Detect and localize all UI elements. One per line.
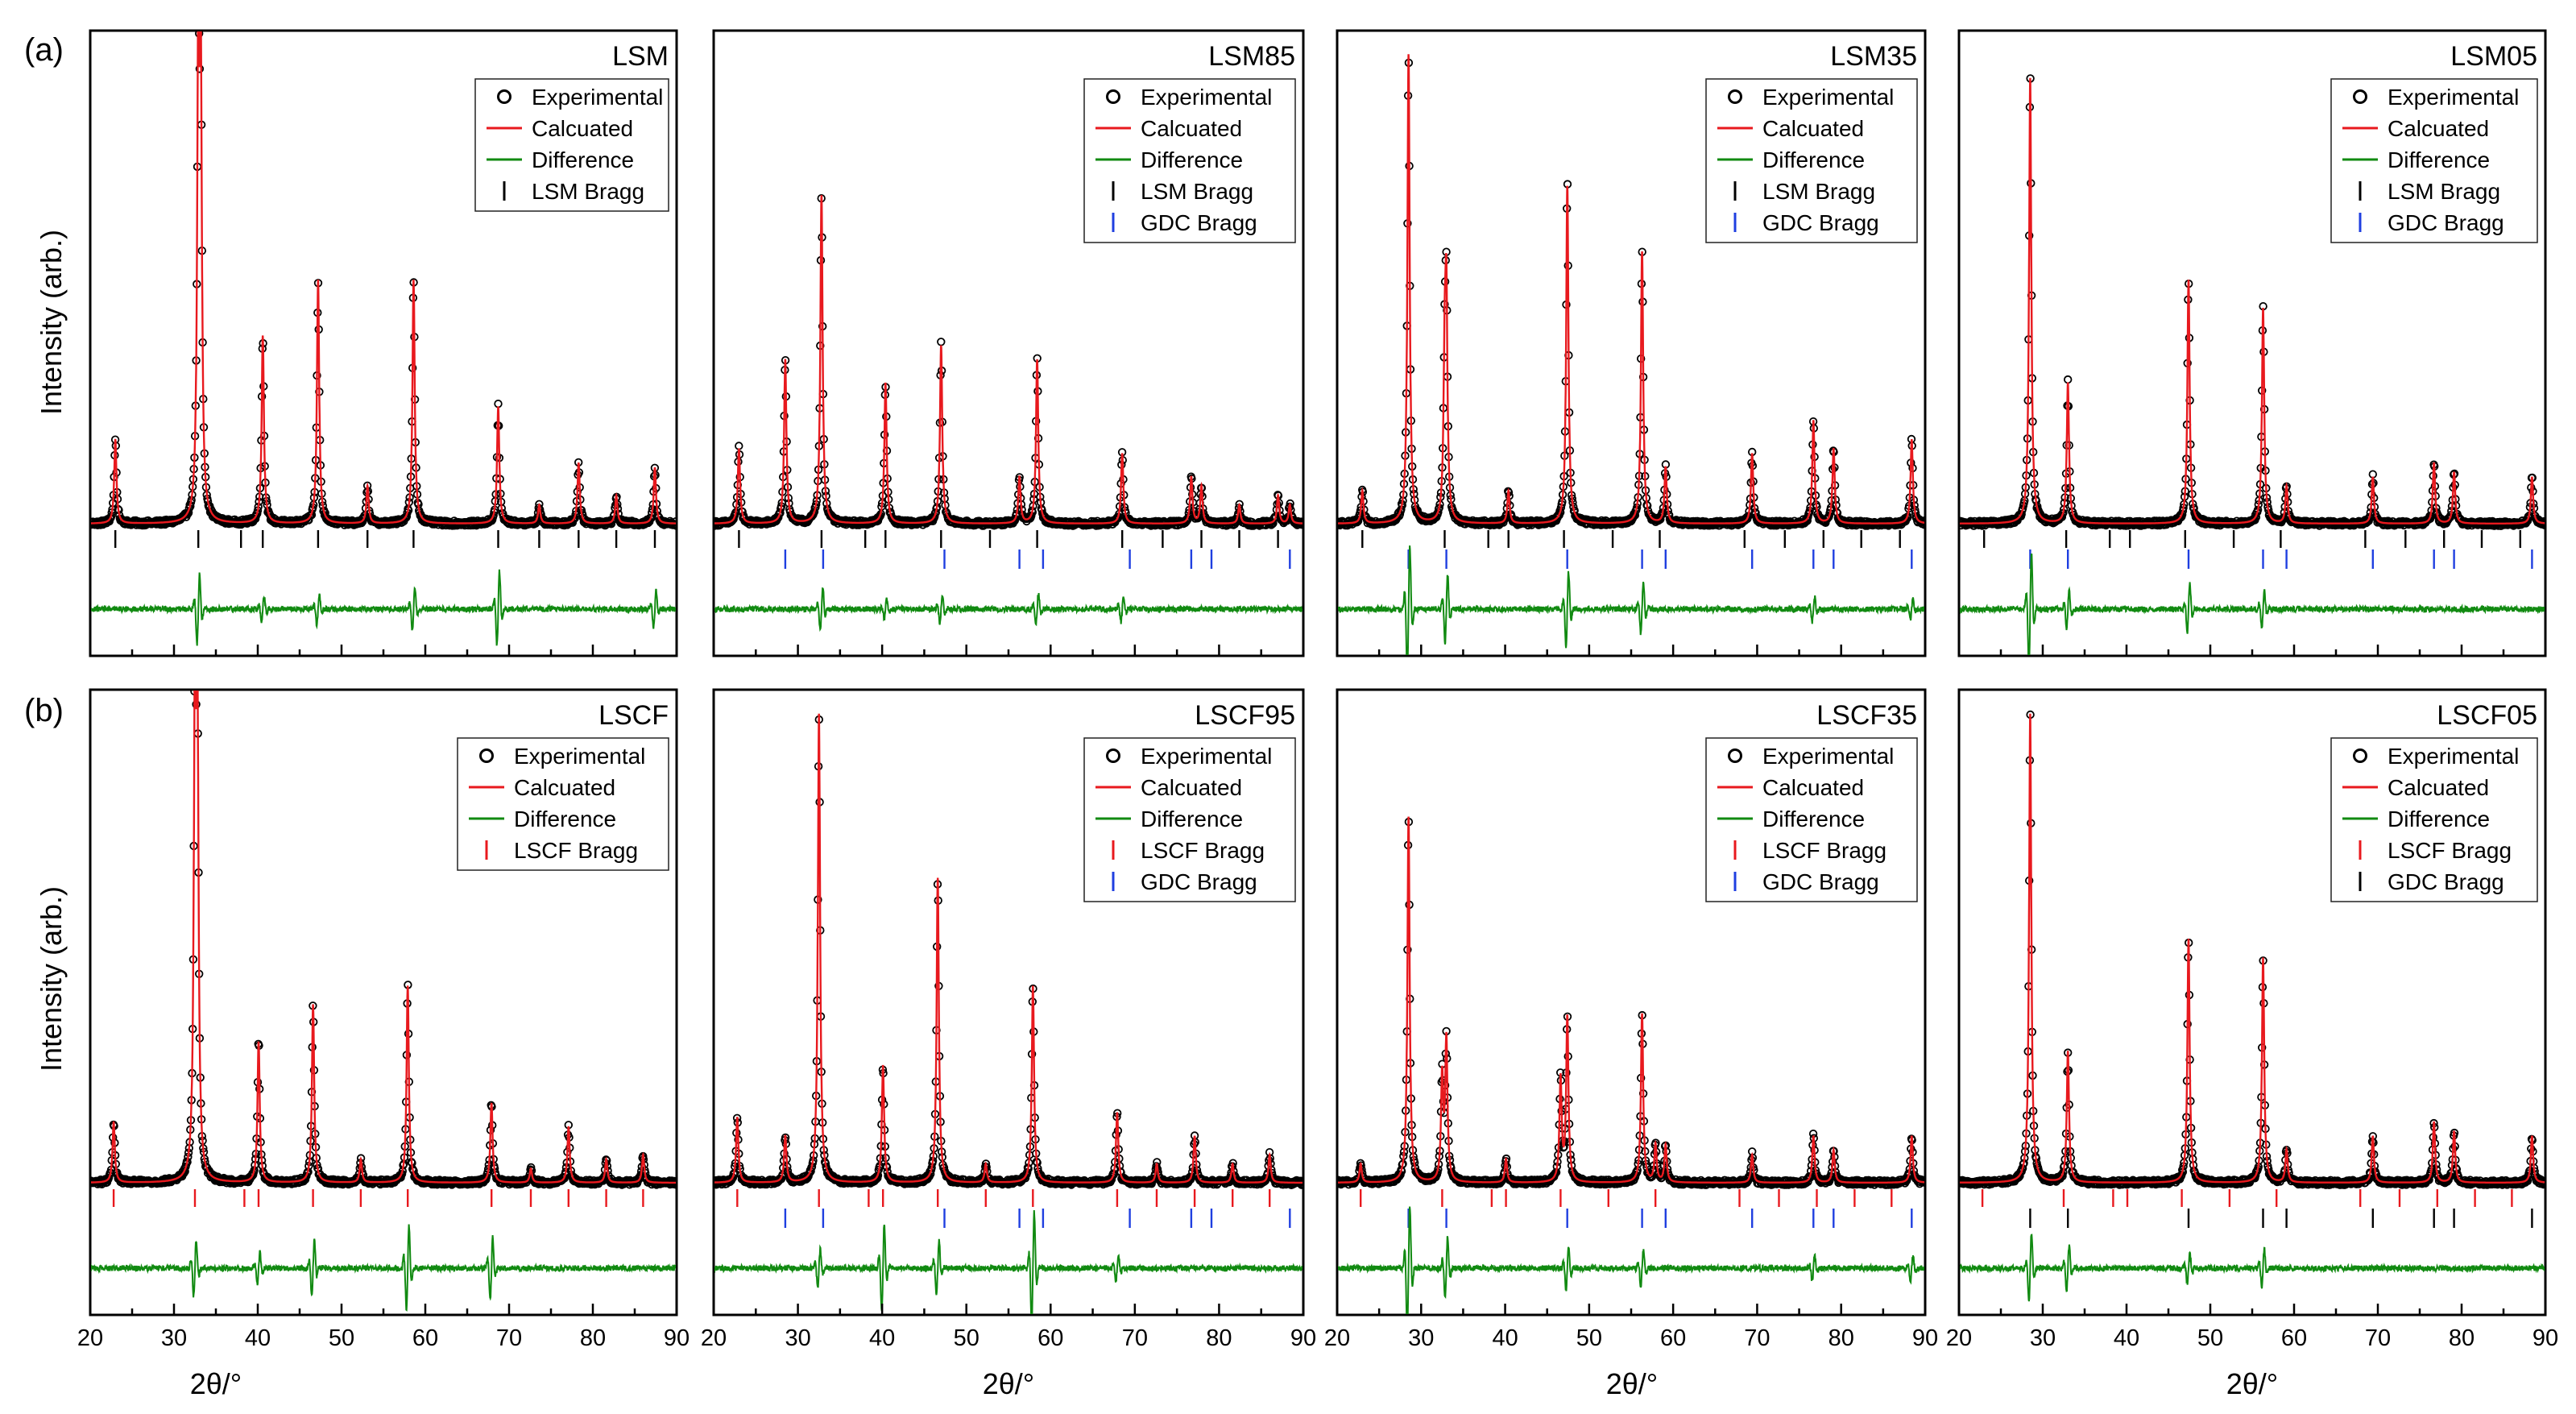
plot-area xyxy=(1338,54,1924,655)
panel-title: LSM85 xyxy=(1208,41,1295,72)
experimental-point xyxy=(1920,516,1924,525)
difference-line xyxy=(91,569,676,646)
legend-label: GDC Bragg xyxy=(1762,210,1879,235)
calculated-line xyxy=(714,195,1302,525)
row-label-b: (b) xyxy=(24,693,64,728)
legend-label: GDC Bragg xyxy=(2388,210,2504,235)
legend: Experimental Calcuated Difference LSM Bragg… xyxy=(1083,78,1296,243)
x-ticks xyxy=(89,645,678,656)
legend-label: Calcuated xyxy=(2388,116,2489,141)
legend-marker-experimental xyxy=(1728,89,1742,104)
y-axis-label-bottom: Intensity (arb.) xyxy=(35,886,68,1072)
legend-marker-experimental xyxy=(1106,89,1120,104)
bragg-ticks-gdc-bragg xyxy=(1407,549,1913,569)
panel-lsm35: LSM35 Experimental Calcuated Difference LSM … xyxy=(1336,29,1927,657)
panel-title: LSM05 xyxy=(2450,41,2537,72)
legend-label: GDC Bragg xyxy=(1141,210,1257,235)
row-label-a: (a) xyxy=(24,32,64,68)
x-ticks xyxy=(712,645,1305,656)
experimental-point xyxy=(672,521,676,530)
calculated-line xyxy=(1338,54,1924,525)
legend-label: Experimental xyxy=(1762,85,1894,110)
x-axis-label-1: 2θ/° xyxy=(190,1367,242,1400)
x-axis-label-4: 2θ/° xyxy=(2226,1367,2278,1400)
bragg-ticks-lsm-bragg xyxy=(114,530,656,548)
experimental-point xyxy=(671,517,676,526)
legend-label: LSM Bragg xyxy=(1141,179,1253,204)
legend: Experimental Calcuated Difference LSM Bragg… xyxy=(1705,78,1918,243)
legend-label: Difference xyxy=(2388,147,2490,172)
x-ticks xyxy=(1336,645,1927,656)
y-axis-label-top: Intensity (arb.) xyxy=(35,230,68,415)
calculated-line xyxy=(91,31,676,525)
experimental-point xyxy=(1353,516,1363,526)
panel-lsm: LSM Experimental Calcuated Difference LSM Br… xyxy=(89,29,678,657)
legend-label: Experimental xyxy=(1141,85,1272,110)
experimental-point xyxy=(1297,517,1302,526)
bragg-ticks-lsm-bragg xyxy=(1361,530,1901,548)
x-axis-label-2: 2θ/° xyxy=(983,1367,1034,1400)
legend-label: Difference xyxy=(532,147,634,172)
legend-label: LSM Bragg xyxy=(532,179,644,204)
panel-lscf: 20 30 40 50 60 70 80 90LSCFExperimentalCalcuate… xyxy=(77,688,690,1351)
panels: LSM Experimental Calcuated Difference LSM Br… xyxy=(77,29,2558,1351)
experimental-point xyxy=(1298,520,1302,529)
bragg-ticks-gdc-bragg xyxy=(784,549,1291,569)
legend: Experimental Calcuated Difference LSM Bragg xyxy=(474,78,669,212)
legend-label: Experimental xyxy=(532,85,663,110)
legend-label: Calcuated xyxy=(1762,116,1864,141)
experimental-point xyxy=(930,512,939,521)
plot-area xyxy=(714,193,1302,632)
panel-lsm05: LSM05 Experimental Calcuated Difference LSM … xyxy=(1957,29,2547,657)
x-axis-label-3: 2θ/° xyxy=(1606,1367,1658,1400)
legend-label: Difference xyxy=(1762,147,1865,172)
experimental-point xyxy=(1920,520,1924,529)
panel-title: LSM xyxy=(612,41,669,72)
plot-area xyxy=(1960,74,2545,655)
legend-label: LSM Bragg xyxy=(2388,179,2500,204)
legend-label: Calcuated xyxy=(532,116,633,141)
legend: Experimental Calcuated Difference LSM Bragg… xyxy=(2330,78,2538,243)
difference-line xyxy=(714,587,1302,632)
experimental-point xyxy=(774,513,783,522)
panel-title: LSM35 xyxy=(1830,41,1917,72)
plot-area xyxy=(91,31,676,646)
legend-label: Calcuated xyxy=(1141,116,1242,141)
legend-label: Difference xyxy=(1141,147,1243,172)
panel-lsm85: LSM85 Experimental Calcuated Difference LSM … xyxy=(712,29,1305,657)
legend-label: Experimental xyxy=(2388,85,2519,110)
legend-marker-experimental xyxy=(497,89,511,104)
legend-label: LSM Bragg xyxy=(1762,179,1875,204)
bragg-ticks-lsm-bragg xyxy=(738,530,1279,548)
difference-line xyxy=(1338,545,1924,655)
